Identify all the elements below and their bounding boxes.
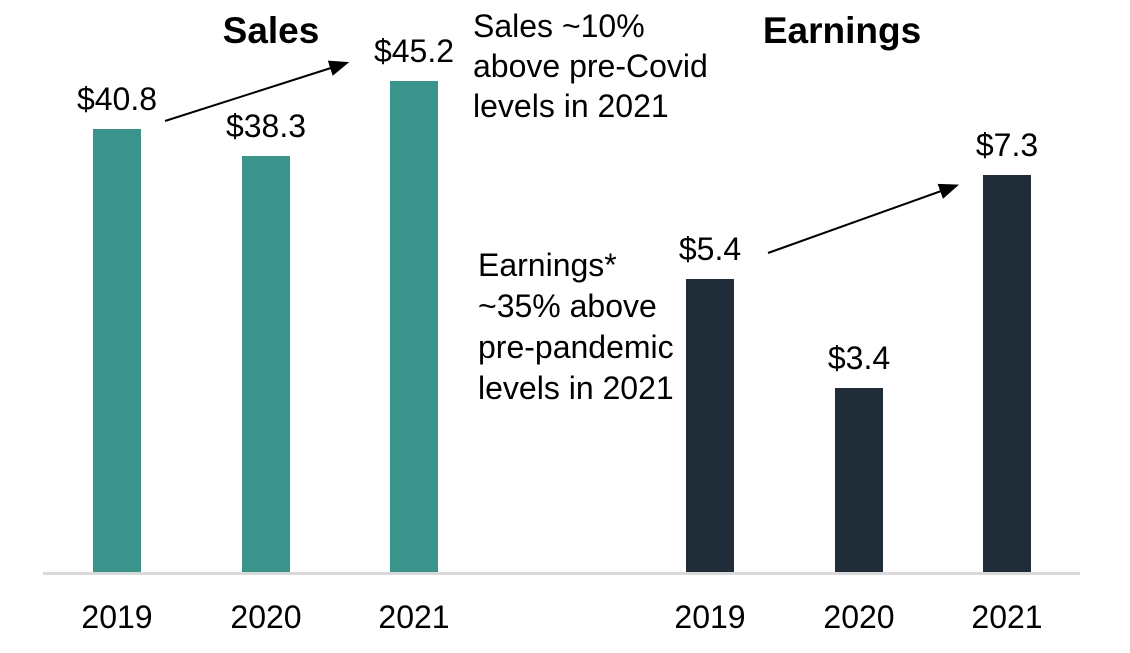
earnings-annotation-line: Earnings* <box>478 247 617 283</box>
bar-sales-2020 <box>242 156 290 574</box>
earnings-growth-arrow-icon <box>767 183 960 254</box>
earnings-group-title: Earnings <box>762 10 922 51</box>
x-axis-label-earnings-2019: 2019 <box>674 599 746 635</box>
bar-earnings-2021 <box>983 175 1031 574</box>
sales-annotation-line: Sales ~10% <box>473 8 645 44</box>
earnings-annotation: Earnings* ~35% above pre-pandemic levels… <box>478 245 674 409</box>
sales-annotation: Sales ~10% above pre-Covid levels in 202… <box>473 6 708 126</box>
x-axis-label-earnings-2021: 2021 <box>971 599 1043 635</box>
earnings-annotation-line: ~35% above <box>478 288 657 324</box>
x-axis-label-sales-2019: 2019 <box>81 599 153 635</box>
x-axis-line <box>43 572 1080 575</box>
earnings-annotation-line: pre-pandemic <box>478 329 674 365</box>
bar-sales-2021 <box>390 81 438 574</box>
bar-sales-2019 <box>93 129 141 574</box>
sales-annotation-line: levels in 2021 <box>473 88 669 124</box>
x-axis-label-sales-2021: 2021 <box>378 599 450 635</box>
earnings-annotation-line: levels in 2021 <box>478 370 674 406</box>
sales-annotation-line: above pre-Covid <box>473 48 708 84</box>
x-axis-label-sales-2020: 2020 <box>230 599 302 635</box>
sales-group-title: Sales <box>222 10 320 51</box>
bar-earnings-2020 <box>835 388 883 574</box>
bar-earnings-2019 <box>686 279 734 574</box>
value-label-earnings-2021: $7.3 <box>975 126 1039 163</box>
x-axis-label-earnings-2020: 2020 <box>823 599 895 635</box>
value-label-sales-2021: $45.2 <box>373 32 455 69</box>
value-label-earnings-2019: $5.4 <box>678 230 742 267</box>
value-label-sales-2019: $40.8 <box>76 80 158 117</box>
value-label-sales-2020: $38.3 <box>225 107 307 144</box>
value-label-earnings-2020: $3.4 <box>827 339 891 376</box>
